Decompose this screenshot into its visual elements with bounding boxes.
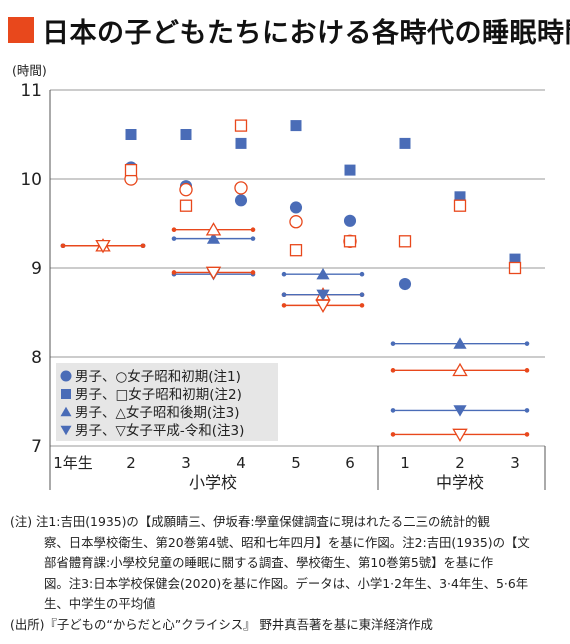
span-end-dot <box>281 303 287 308</box>
legend-marker <box>60 425 72 436</box>
legend-marker <box>60 370 72 382</box>
data-point-triangle-down <box>95 239 111 254</box>
data-point-square <box>508 261 522 275</box>
x-tick-label: 4 <box>236 454 246 472</box>
span-end-dot <box>390 408 396 413</box>
data-point-square <box>180 129 192 140</box>
note-line-1: (注) 注1:吉田(1935)の【成願睛三、伊坂春:學童保健調査に現はれたる二三… <box>10 514 490 529</box>
y-tick-label: 8 <box>31 348 42 368</box>
x-tick-label: 6 <box>345 454 355 472</box>
data-point-square <box>398 235 412 248</box>
note-line-4: 図。注3:日本学校保健会(2020)を基に作図。データは、小学1·2年生、3·4… <box>44 575 529 591</box>
y-tick-label: 10 <box>20 170 42 190</box>
data-point-square <box>179 199 193 212</box>
data-point-triangle-down <box>316 289 330 301</box>
source-line: (出所)『子どもの“からだと心”クライシス』 野井真吾著を基に東洋経済作成 <box>10 616 433 632</box>
data-point-circle <box>289 201 303 214</box>
data-point-square <box>343 235 357 248</box>
span-end-dot <box>171 236 177 241</box>
legend-entry: 男子、○女子昭和初期(注1) <box>75 368 241 385</box>
span-end-dot <box>140 243 146 249</box>
data-point-triangle-up <box>453 337 467 349</box>
span-end-dot <box>524 432 530 437</box>
span-end-dot <box>524 408 530 413</box>
y-axis-label: (時間) <box>12 63 47 78</box>
legend-marker <box>60 406 72 417</box>
y-tick-label: 9 <box>31 259 42 279</box>
span-end-dot <box>390 432 396 437</box>
data-point-square <box>399 137 411 149</box>
title-bar: 日本の子どもたちにおける各時代の睡眠時間 <box>8 10 570 50</box>
span-end-dot <box>524 368 530 373</box>
x-tick-label: 5 <box>291 454 301 472</box>
x-tick-label: 1年生 <box>53 454 93 472</box>
span-end-dot <box>359 271 365 277</box>
note-line-5: 生、中学生の平均値 <box>44 596 156 611</box>
data-point-triangle-up <box>205 222 222 236</box>
y-tick-label: 11 <box>20 81 42 101</box>
legend-marker <box>61 389 71 399</box>
note-line-3: 部省體育課:小學校兒童の睡眠に關する調査、學校衛生、第10巻第5號】を基に作 <box>44 555 494 570</box>
group-label: 中学校 <box>436 473 484 492</box>
span-end-dot <box>171 270 177 275</box>
data-point-square <box>289 244 303 257</box>
x-tick-label: 3 <box>181 454 191 472</box>
x-tick-label: 2 <box>455 454 465 472</box>
span-end-dot <box>171 227 177 233</box>
data-point-square <box>124 163 138 177</box>
data-point-triangle-up <box>316 267 330 280</box>
span-end-dot <box>60 243 66 249</box>
group-label: 小学校 <box>189 473 237 492</box>
x-tick-label: 1 <box>400 454 410 472</box>
data-point-circle <box>234 194 248 207</box>
data-point-square <box>453 199 467 212</box>
span-end-dot <box>390 341 396 346</box>
data-point-triangle-down <box>453 405 467 417</box>
data-point-square <box>125 129 137 140</box>
data-point-triangle-down <box>205 266 222 281</box>
data-point-circle <box>179 182 193 197</box>
data-point-triangle-up <box>206 232 221 244</box>
x-tick-label: 2 <box>126 454 136 472</box>
data-point-square <box>234 119 248 132</box>
span-end-dot <box>359 303 365 308</box>
data-point-triangle-down <box>452 428 468 442</box>
data-point-circle <box>289 215 303 229</box>
y-tick-label: 7 <box>31 437 42 457</box>
x-tick-label: 3 <box>510 454 520 472</box>
span-end-dot <box>281 271 287 277</box>
span-end-dot <box>250 270 256 275</box>
span-end-dot <box>250 227 256 233</box>
span-end-dot <box>250 236 256 241</box>
data-point-square <box>509 253 521 265</box>
data-point-circle <box>398 277 412 291</box>
data-point-square <box>290 120 302 132</box>
legend-box <box>56 363 278 441</box>
data-point-circle <box>234 181 248 195</box>
span-end-dot <box>390 368 396 373</box>
data-point-triangle-up <box>452 362 468 377</box>
footnotes: (注) 注1:吉田(1935)の【成願睛三、伊坂春:學童保健調査に現はれたる二三… <box>10 512 562 635</box>
data-point-circle <box>343 214 357 227</box>
span-end-dot <box>524 341 530 346</box>
legend-entry: 男子、△女子昭和後期(注3) <box>75 404 240 421</box>
data-point-square <box>344 164 356 176</box>
span-end-dot <box>281 292 287 298</box>
legend-entry: 男子、▽女子平成-令和(注3) <box>75 422 244 439</box>
title-square-icon <box>8 17 34 43</box>
legend-entry: 男子、□女子昭和初期(注2) <box>75 386 242 403</box>
data-point-triangle-down <box>315 299 331 313</box>
data-point-square <box>454 191 466 203</box>
span-end-dot <box>359 292 365 298</box>
page-title: 日本の子どもたちにおける各時代の睡眠時間 <box>42 17 570 49</box>
data-point-square <box>235 137 247 149</box>
note-line-2: 察、日本學校衛生、第20巻第4號、昭和七年四月】を基に作図。注2:吉田(1935… <box>44 534 530 550</box>
